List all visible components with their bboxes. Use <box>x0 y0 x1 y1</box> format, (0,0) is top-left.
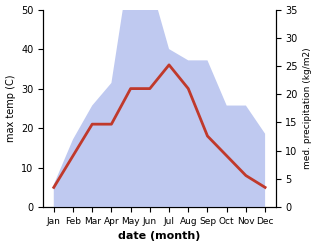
Y-axis label: max temp (C): max temp (C) <box>5 75 16 142</box>
X-axis label: date (month): date (month) <box>118 231 201 242</box>
Y-axis label: med. precipitation (kg/m2): med. precipitation (kg/m2) <box>303 48 313 169</box>
